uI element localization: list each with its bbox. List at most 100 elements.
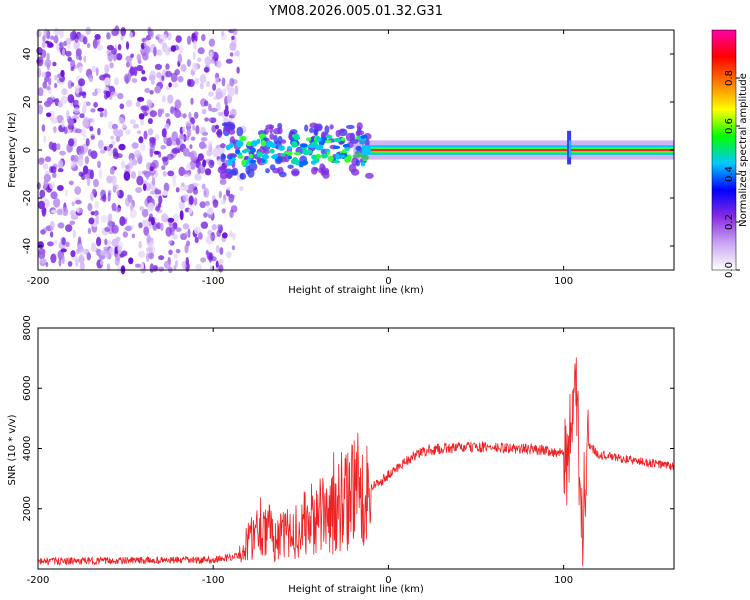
noise-dot	[71, 201, 75, 207]
noise-dot	[49, 220, 55, 231]
band-blob	[342, 143, 350, 148]
band-blob	[239, 173, 244, 179]
noise-dot	[65, 50, 72, 57]
noise-dot	[228, 193, 235, 203]
x-tick-label: 100	[554, 575, 573, 586]
band-blob	[345, 132, 354, 142]
y-tick-label: 40	[22, 48, 33, 61]
noise-dot	[131, 159, 138, 166]
noise-dot	[197, 57, 202, 63]
band-blob	[246, 141, 253, 147]
noise-dot	[189, 150, 197, 161]
noise-dot	[161, 75, 165, 81]
noise-dot	[78, 158, 84, 167]
noise-dot	[60, 96, 68, 105]
noise-dot	[215, 60, 222, 68]
noise-dot	[208, 38, 216, 47]
noise-dot	[106, 263, 111, 271]
band-blob	[235, 149, 241, 155]
noise-dot	[84, 156, 89, 165]
noise-dot	[67, 80, 73, 89]
band-blob	[261, 153, 269, 160]
noise-dot	[138, 136, 144, 144]
noise-dot	[183, 135, 190, 141]
noise-dot	[95, 214, 100, 225]
spectrogram-y-label: Frequency (Hz)	[7, 112, 18, 188]
noise-dot	[117, 44, 122, 51]
noise-dot	[130, 204, 134, 211]
noise-dot	[120, 35, 124, 41]
noise-dot	[161, 95, 166, 103]
band-blob	[277, 127, 283, 135]
noise-dot	[139, 142, 146, 152]
noise-dot	[141, 208, 149, 218]
noise-dot	[223, 108, 229, 117]
band-blob	[332, 160, 341, 164]
band-blob	[344, 156, 351, 163]
noise-dot	[76, 207, 80, 213]
noise-dot	[97, 139, 104, 150]
band-blob	[269, 148, 275, 154]
noise-dot	[74, 33, 79, 44]
noise-dot	[61, 237, 66, 246]
noise-dot	[156, 33, 162, 39]
noise-dot	[115, 53, 123, 61]
band-blob	[332, 145, 341, 149]
noise-dot	[141, 69, 146, 75]
spectrogram-y-ticks: 40 20 0 -20 -40	[22, 48, 674, 254]
band-blob	[287, 164, 294, 169]
noise-dot	[136, 100, 141, 108]
noise-dot	[36, 30, 42, 38]
noise-dot	[139, 206, 144, 211]
noise-dot	[153, 265, 158, 270]
noise-dot	[149, 136, 156, 144]
noise-dot	[195, 125, 200, 135]
noise-dot	[193, 111, 199, 119]
noise-dot	[154, 150, 160, 155]
spectrogram-panel: -200 -100 0 100 40 20 0 -20 -40 Height of strai…	[7, 25, 675, 296]
noise-dot	[201, 183, 206, 190]
noise-dot	[37, 104, 44, 115]
band-blob	[310, 160, 317, 165]
noise-dot	[46, 52, 50, 62]
noise-dot	[148, 252, 155, 260]
noise-dot	[82, 36, 88, 45]
noise-dot	[221, 77, 226, 87]
band-blob	[235, 140, 244, 148]
noise-dot	[73, 40, 80, 50]
noise-dot	[41, 206, 47, 217]
chart-title: YM08.2026.005.01.32.G31	[268, 4, 443, 19]
colorbar: 0.0 0.2 0.4 0.6 0.8 Normalized spectral ampl…	[711, 29, 749, 278]
noise-dot	[217, 225, 222, 231]
snr-x-ticks: -200 -100 0 100	[27, 328, 573, 586]
noise-dot	[40, 258, 47, 264]
noise-dot	[96, 236, 102, 247]
band-blob	[291, 140, 298, 148]
noise-dot	[221, 208, 226, 214]
noise-dot	[200, 221, 209, 229]
colorbar-tick-label: 0.2	[724, 214, 735, 230]
noise-dot	[129, 31, 133, 39]
noise-dot	[57, 168, 64, 173]
noise-dot	[186, 59, 191, 67]
band-blob	[293, 152, 301, 155]
noise-dot	[182, 194, 189, 202]
noise-dot	[177, 45, 184, 54]
noise-dot	[50, 253, 57, 264]
noise-dot	[178, 200, 185, 210]
snr-series-line	[37, 357, 675, 567]
noise-dot	[199, 82, 204, 90]
noise-dot	[186, 163, 192, 170]
noise-dot	[88, 77, 94, 83]
noise-dot	[138, 113, 145, 120]
band-blob	[306, 137, 312, 141]
noise-dot	[41, 124, 46, 132]
y-tick-label: 20	[22, 96, 33, 109]
noise-dot	[234, 85, 239, 95]
band-blob	[355, 145, 362, 152]
noise-dot	[48, 77, 52, 86]
noise-dot	[86, 101, 91, 106]
noise-dot	[72, 229, 76, 239]
band-blob	[237, 154, 244, 159]
noise-dot	[70, 214, 79, 220]
